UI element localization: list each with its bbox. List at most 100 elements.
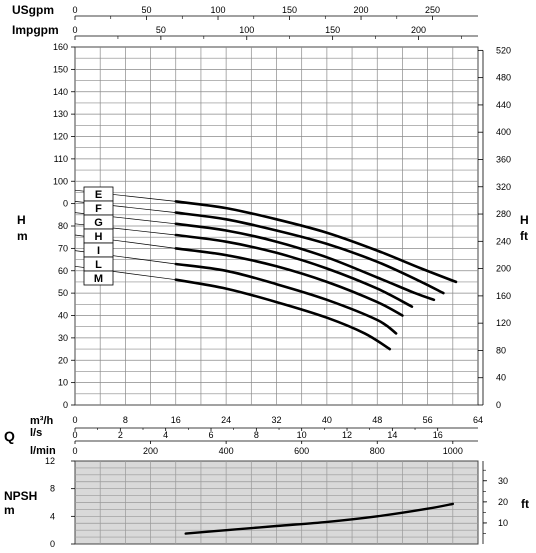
npsh-curve-group bbox=[184, 502, 454, 535]
h-ft-tick-label: 80 bbox=[496, 345, 506, 355]
impgpm-tick-label: 100 bbox=[239, 25, 254, 35]
m3h-tick-label: 0 bbox=[72, 415, 77, 425]
usgpm-tick-label: 250 bbox=[425, 5, 440, 15]
npsh-ft-tick-label: 10 bbox=[498, 518, 508, 528]
npsh-m-label: m bbox=[4, 503, 15, 517]
h-right-label: H bbox=[520, 213, 529, 227]
head-curve-h-thin bbox=[74, 223, 176, 236]
h-m-tick-label: 110 bbox=[54, 154, 68, 164]
h-ft-tick-label: 40 bbox=[496, 373, 506, 383]
npsh-ft-label: ft bbox=[521, 497, 529, 511]
h-m-tick-label: 40 bbox=[58, 311, 68, 321]
impgpm-tick-label: 0 bbox=[72, 25, 77, 35]
m3h-tick-label: 48 bbox=[372, 415, 382, 425]
h-ft-tick-label: 320 bbox=[496, 182, 511, 192]
h-ft-tick-label: 400 bbox=[496, 127, 511, 137]
curve-label-box-m bbox=[83, 270, 114, 286]
npsh-ft-tick-label: 20 bbox=[498, 497, 508, 507]
m3h-tick-label: 32 bbox=[271, 415, 281, 425]
head-curve-f-thin bbox=[74, 201, 176, 213]
curve-label-g: G bbox=[94, 217, 103, 229]
ls-tick-label: 6 bbox=[209, 430, 214, 440]
usgpm-tick-label: 150 bbox=[282, 5, 297, 15]
h-ft-tick-label: 480 bbox=[496, 73, 511, 83]
h-m-tick-label: 130 bbox=[53, 109, 68, 119]
head-curve-i-thin bbox=[74, 234, 176, 249]
h-m-tick-label: 80 bbox=[58, 221, 68, 231]
lmin-tick-label: 800 bbox=[370, 446, 385, 456]
h-ft-tick-label: 200 bbox=[496, 264, 511, 274]
lmin-tick-label: 600 bbox=[294, 446, 309, 456]
h-m-tick-label: 20 bbox=[58, 355, 68, 365]
head-curve-i bbox=[174, 247, 404, 317]
h-m-tick-label: 0 bbox=[63, 400, 68, 410]
h-ft-tick-label: 0 bbox=[496, 400, 501, 410]
impgpm-label: Impgpm bbox=[12, 23, 59, 37]
h-ft-tick-label: 440 bbox=[496, 100, 511, 110]
usgpm-tick-label: 100 bbox=[211, 5, 226, 15]
head-curve-g-thin bbox=[74, 212, 176, 225]
ls-tick-label: 14 bbox=[387, 430, 397, 440]
curve-label-m: M bbox=[94, 273, 103, 285]
m3h-tick-label: 64 bbox=[473, 415, 483, 425]
curve-label-e: E bbox=[95, 189, 102, 201]
h-m-tick-label: 50 bbox=[58, 288, 68, 298]
flow-axes: 0 8 16 24 32 40 48 56 640 2 4 6 8 10 12 14 160 200 400 600 8… bbox=[72, 415, 483, 456]
h-ft-tick-label: 280 bbox=[496, 209, 511, 219]
lmin-tick-label: 1000 bbox=[443, 446, 463, 456]
h-ft-tick-label: 360 bbox=[496, 154, 511, 164]
ls-tick-label: 4 bbox=[163, 430, 168, 440]
h-left-label: H bbox=[17, 213, 26, 227]
npsh-panel: 0 4 8 12 10 20 30 bbox=[45, 456, 508, 549]
top-axes: 0 50 100 150 200 250 0 50 100 150 200 bbox=[72, 5, 478, 40]
h-ft-tick-label: 120 bbox=[496, 318, 511, 328]
npsh-m-tick-label: 8 bbox=[50, 484, 55, 494]
m-left-label: m bbox=[17, 229, 28, 243]
m3h-tick-label: 40 bbox=[322, 415, 332, 425]
ls-tick-label: 8 bbox=[254, 430, 259, 440]
lmin-tick-label: 200 bbox=[143, 446, 158, 456]
head-curve-m-thin bbox=[74, 265, 176, 281]
impgpm-tick-label: 200 bbox=[411, 25, 426, 35]
npsh-m-tick-label: 0 bbox=[50, 539, 55, 549]
head-curve-m bbox=[174, 278, 392, 351]
npsh-label: NPSH bbox=[4, 489, 37, 503]
ls-tick-label: 12 bbox=[342, 430, 352, 440]
usgpm-tick-label: 0 bbox=[72, 5, 77, 15]
h-ft-tick-label: 240 bbox=[496, 236, 511, 246]
h-m-tick-label: 120 bbox=[53, 132, 68, 142]
head-grid: 0 10 20 30 40 50 60 70 80 0 100 110 120 130 140 150 160 0… bbox=[53, 42, 511, 410]
curve-label-l: L bbox=[95, 259, 102, 271]
npsh-curve bbox=[184, 502, 454, 535]
q-label: Q bbox=[4, 428, 15, 444]
curve-label-f: F bbox=[95, 203, 102, 215]
usgpm-label: USgpm bbox=[12, 3, 54, 17]
m3h-tick-label: 8 bbox=[123, 415, 128, 425]
ft-right-label: ft bbox=[520, 229, 528, 243]
lmin-tick-label: 0 bbox=[72, 446, 77, 456]
head-curve-h bbox=[174, 233, 414, 308]
h-m-tick-label: 0 bbox=[63, 199, 68, 209]
ls-tick-label: 10 bbox=[297, 430, 307, 440]
head-curve-l bbox=[174, 262, 398, 335]
m3h-tick-label: 56 bbox=[423, 415, 433, 425]
curve-label-i: I bbox=[97, 245, 100, 257]
ls-tick-label: 0 bbox=[72, 430, 77, 440]
lmin-label: l/min bbox=[30, 445, 56, 457]
impgpm-tick-label: 50 bbox=[156, 25, 166, 35]
npsh-ft-tick-label: 30 bbox=[498, 476, 508, 486]
head-curve-g bbox=[174, 222, 436, 302]
impgpm-tick-label: 150 bbox=[325, 25, 340, 35]
head-curves bbox=[74, 189, 458, 351]
head-curve-l-thin bbox=[74, 250, 176, 265]
npsh-m-tick-label: 4 bbox=[50, 511, 55, 521]
head-curve-e-thin bbox=[74, 189, 176, 202]
h-m-tick-label: 100 bbox=[53, 176, 68, 186]
ls-tick-label: 2 bbox=[118, 430, 123, 440]
head-curve-e bbox=[174, 200, 458, 284]
h-m-tick-label: 160 bbox=[53, 42, 68, 52]
m3h-tick-label: 16 bbox=[171, 415, 181, 425]
h-ft-tick-label: 160 bbox=[496, 291, 511, 301]
